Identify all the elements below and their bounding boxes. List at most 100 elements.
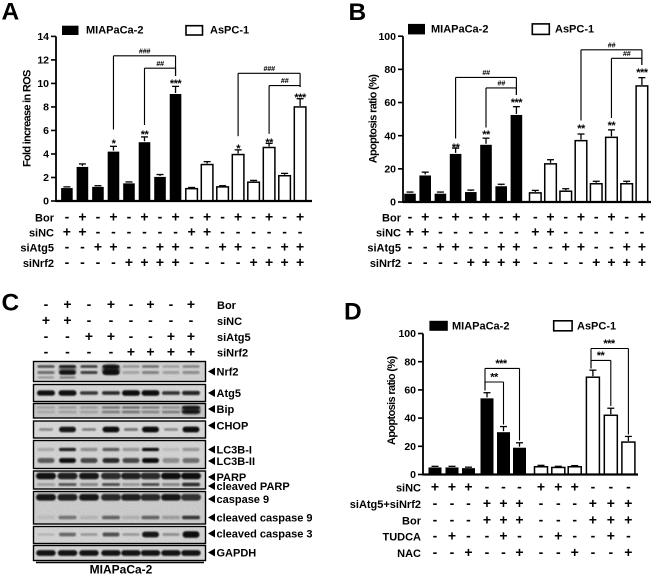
svg-text:+: + bbox=[203, 223, 211, 239]
svg-text:siNrf2: siNrf2 bbox=[23, 258, 54, 270]
svg-text:-: - bbox=[251, 239, 256, 255]
svg-text:AsPC-1: AsPC-1 bbox=[577, 320, 616, 332]
svg-text:-: - bbox=[65, 239, 70, 255]
svg-text:-: - bbox=[142, 223, 147, 239]
svg-text:+: + bbox=[188, 223, 196, 239]
svg-text:**: ** bbox=[482, 129, 491, 141]
svg-text:+: + bbox=[146, 296, 154, 312]
svg-text:caspase 9: caspase 9 bbox=[217, 494, 270, 506]
svg-text:+: + bbox=[42, 312, 50, 328]
svg-text:+: + bbox=[546, 208, 554, 224]
svg-text:C: C bbox=[2, 290, 20, 317]
svg-text:-: - bbox=[220, 223, 225, 239]
svg-text:+: + bbox=[203, 208, 211, 224]
svg-text:+: + bbox=[78, 208, 86, 224]
svg-text:##: ## bbox=[623, 49, 631, 58]
svg-text:-: - bbox=[433, 511, 438, 527]
svg-text:-: - bbox=[438, 223, 443, 239]
svg-text:40: 40 bbox=[384, 130, 396, 142]
svg-text:siNC: siNC bbox=[29, 227, 54, 239]
svg-text:*: * bbox=[112, 138, 117, 150]
svg-text:Apoptosis ratio (%): Apoptosis ratio (%) bbox=[386, 355, 398, 444]
svg-text:-: - bbox=[591, 528, 596, 544]
svg-text:-: - bbox=[609, 239, 614, 255]
svg-text:+: + bbox=[234, 239, 242, 255]
svg-text:+: + bbox=[127, 344, 135, 360]
svg-text:-: - bbox=[80, 239, 85, 255]
svg-text:+: + bbox=[296, 254, 304, 270]
svg-text:-: - bbox=[267, 239, 272, 255]
svg-text:-: - bbox=[282, 223, 287, 239]
svg-text:+: + bbox=[431, 479, 439, 495]
svg-text:-: - bbox=[87, 296, 92, 312]
svg-text:AsPC-1: AsPC-1 bbox=[555, 24, 594, 36]
svg-text:-: - bbox=[148, 328, 153, 344]
svg-text:-: - bbox=[65, 208, 70, 224]
svg-text:-: - bbox=[267, 223, 272, 239]
svg-text:-: - bbox=[169, 296, 174, 312]
svg-text:-: - bbox=[485, 479, 490, 495]
svg-text:siAtg5+siNrf2: siAtg5+siNrf2 bbox=[350, 499, 421, 511]
svg-text:-: - bbox=[282, 208, 287, 224]
svg-text:-: - bbox=[591, 544, 596, 560]
svg-text:-: - bbox=[438, 254, 443, 270]
svg-text:siNC: siNC bbox=[396, 483, 421, 495]
svg-text:80: 80 bbox=[404, 356, 416, 368]
svg-text:100: 100 bbox=[398, 328, 416, 340]
svg-text:##: ## bbox=[156, 59, 164, 68]
svg-text:+: + bbox=[63, 312, 71, 328]
svg-text:-: - bbox=[572, 528, 577, 544]
svg-text:+: + bbox=[515, 511, 523, 527]
svg-text:-: - bbox=[591, 479, 596, 495]
svg-text:-: - bbox=[579, 223, 584, 239]
svg-text:-: - bbox=[251, 223, 256, 239]
svg-text:Atg5: Atg5 bbox=[217, 388, 241, 400]
svg-text:-: - bbox=[433, 528, 438, 544]
svg-text:+: + bbox=[63, 296, 71, 312]
svg-text:cleaved caspase 9: cleaved caspase 9 bbox=[217, 513, 313, 525]
svg-text:+: + bbox=[537, 479, 545, 495]
svg-text:-: - bbox=[408, 208, 413, 224]
svg-text:-: - bbox=[626, 528, 631, 544]
svg-text:TUDCA: TUDCA bbox=[383, 532, 422, 544]
svg-text:cleaved PARP: cleaved PARP bbox=[217, 481, 290, 493]
svg-text:80: 80 bbox=[384, 64, 396, 76]
svg-text:+: + bbox=[296, 239, 304, 255]
svg-text:+: + bbox=[554, 528, 562, 544]
svg-text:+: + bbox=[219, 239, 227, 255]
svg-text:siAtg5: siAtg5 bbox=[367, 243, 401, 255]
svg-text:-: - bbox=[408, 239, 413, 255]
svg-text:-: - bbox=[65, 328, 70, 344]
svg-text:**: ** bbox=[141, 129, 150, 141]
svg-text:+: + bbox=[515, 495, 523, 511]
svg-text:-: - bbox=[556, 544, 561, 560]
svg-text:4: 4 bbox=[43, 149, 49, 161]
svg-text:+: + bbox=[281, 254, 289, 270]
svg-text:+: + bbox=[464, 479, 472, 495]
svg-text:+: + bbox=[607, 528, 615, 544]
svg-text:MIAPaCa-2: MIAPaCa-2 bbox=[431, 24, 488, 36]
svg-text:CHOP: CHOP bbox=[217, 421, 249, 433]
svg-text:Bor: Bor bbox=[217, 300, 237, 312]
svg-text:-: - bbox=[485, 528, 490, 544]
svg-text:-: - bbox=[158, 208, 163, 224]
svg-text:-: - bbox=[96, 223, 101, 239]
svg-text:+: + bbox=[109, 239, 117, 255]
svg-text:***: *** bbox=[603, 338, 616, 350]
svg-text:-: - bbox=[501, 544, 506, 560]
svg-text:Bor: Bor bbox=[35, 212, 55, 224]
svg-text:+: + bbox=[167, 344, 175, 360]
svg-text:-: - bbox=[466, 495, 471, 511]
svg-text:+: + bbox=[250, 254, 258, 270]
svg-text:+: + bbox=[78, 223, 86, 239]
svg-text:-: - bbox=[142, 239, 147, 255]
svg-text:+: + bbox=[589, 511, 597, 527]
svg-text:-: - bbox=[548, 239, 553, 255]
svg-text:-: - bbox=[109, 344, 114, 360]
svg-text:-: - bbox=[624, 223, 629, 239]
svg-text:-: - bbox=[129, 328, 134, 344]
svg-text:+: + bbox=[624, 495, 632, 511]
svg-text:+: + bbox=[109, 208, 117, 224]
svg-text:-: - bbox=[298, 223, 303, 239]
svg-text:-: - bbox=[450, 544, 455, 560]
